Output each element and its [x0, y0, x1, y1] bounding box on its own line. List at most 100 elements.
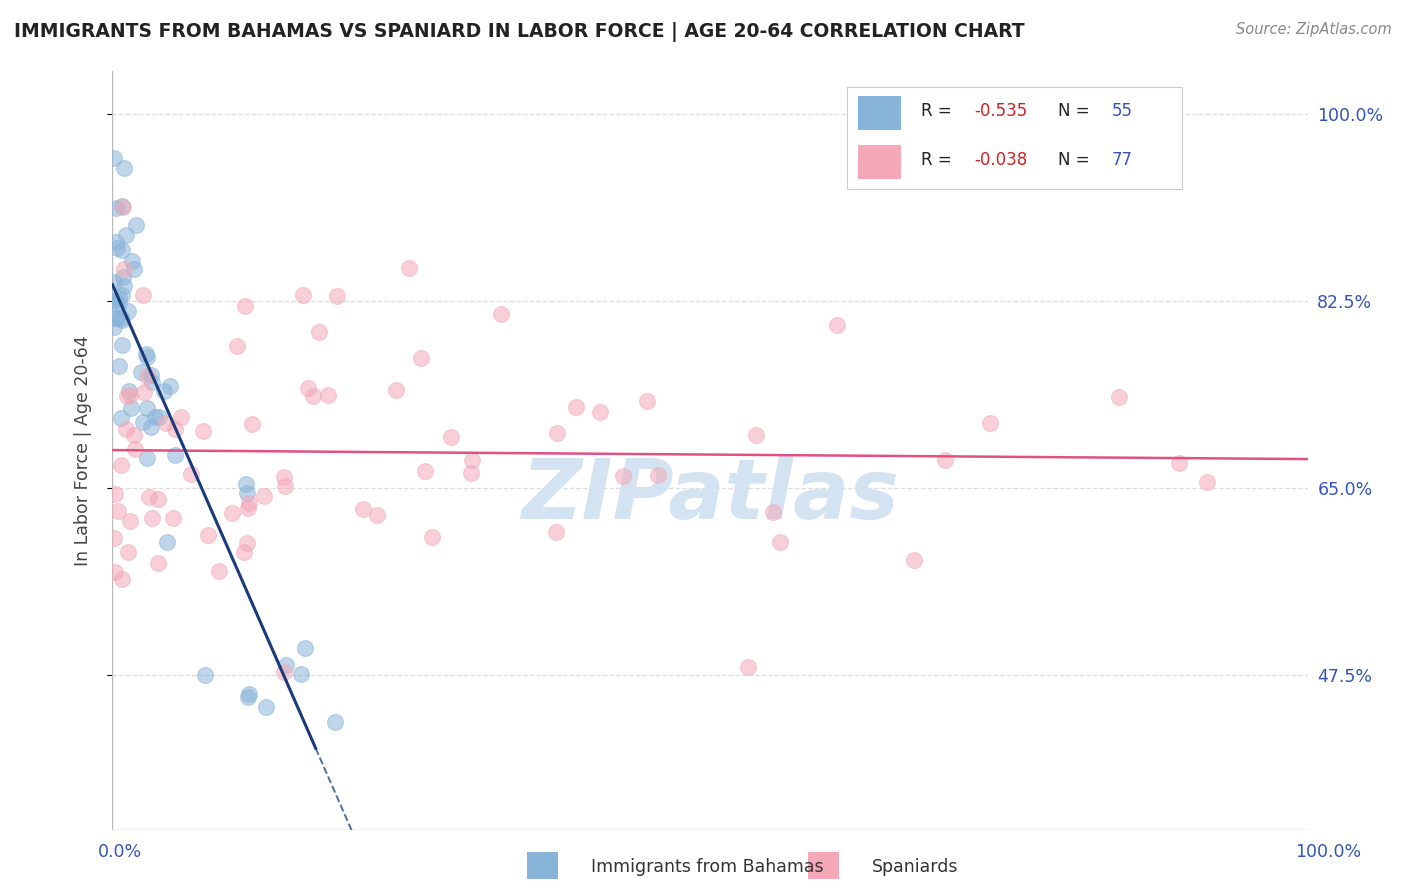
Point	[105, 241, 128, 255]
Point	[103, 151, 125, 165]
Point	[191, 425, 214, 439]
Point	[118, 514, 141, 528]
Point	[292, 287, 315, 301]
Point	[121, 254, 143, 268]
Point	[762, 505, 785, 519]
Point	[117, 304, 139, 318]
Point	[159, 379, 181, 393]
Point	[233, 300, 256, 314]
Point	[125, 218, 148, 232]
Point	[366, 508, 388, 523]
Point	[461, 453, 484, 467]
Text: Spaniards: Spaniards	[872, 858, 959, 876]
Point	[385, 383, 408, 397]
Y-axis label: In Labor Force | Age 20-64: In Labor Force | Age 20-64	[73, 335, 91, 566]
Point	[118, 384, 141, 398]
Point	[180, 467, 202, 481]
Point	[460, 466, 482, 480]
Point	[636, 394, 658, 409]
Point	[235, 476, 257, 491]
Point	[124, 442, 146, 456]
Point	[1168, 456, 1191, 470]
Point	[118, 388, 141, 402]
Point	[141, 510, 163, 524]
Point	[103, 310, 125, 325]
Point	[290, 667, 312, 681]
Point	[413, 464, 436, 478]
Point	[489, 307, 512, 321]
Point	[110, 410, 132, 425]
Point	[253, 490, 276, 504]
Point	[155, 416, 177, 430]
Point	[104, 565, 127, 579]
Text: 100.0%: 100.0%	[1295, 843, 1362, 861]
Point	[148, 492, 170, 507]
Point	[1197, 475, 1219, 489]
Point	[136, 401, 159, 416]
Point	[141, 375, 163, 389]
Point	[236, 501, 259, 516]
Point	[110, 337, 132, 351]
Point	[236, 535, 259, 549]
Point	[146, 556, 169, 570]
Point	[225, 339, 247, 353]
Point	[108, 359, 131, 374]
Point	[323, 715, 346, 730]
Point	[129, 366, 152, 380]
Point	[110, 310, 132, 325]
Point	[254, 700, 277, 714]
Point	[238, 687, 260, 701]
Point	[903, 552, 925, 566]
Point	[326, 289, 349, 303]
Point	[737, 660, 759, 674]
Point	[197, 528, 219, 542]
Point	[156, 535, 179, 549]
Point	[108, 291, 131, 305]
Point	[112, 161, 135, 176]
Point	[114, 228, 136, 243]
Point	[170, 410, 193, 425]
Point	[589, 404, 612, 418]
Point	[103, 531, 125, 545]
Point	[352, 502, 374, 516]
Point	[135, 350, 157, 364]
Point	[221, 506, 243, 520]
Point	[294, 641, 316, 656]
Point	[163, 448, 186, 462]
Point	[1108, 390, 1130, 404]
Point	[297, 381, 319, 395]
Point	[105, 311, 128, 326]
Point	[440, 430, 463, 444]
Point	[138, 491, 160, 505]
Point	[104, 201, 127, 215]
Point	[107, 504, 129, 518]
Point	[934, 453, 956, 467]
Point	[273, 665, 295, 679]
Point	[194, 668, 217, 682]
Point	[240, 417, 263, 431]
Point	[612, 469, 634, 483]
Point	[132, 415, 155, 429]
Point	[565, 400, 588, 414]
Point	[236, 690, 259, 705]
Point	[546, 425, 568, 440]
Point	[745, 427, 768, 442]
Point	[104, 235, 127, 249]
Point	[162, 511, 184, 525]
Point	[115, 388, 138, 402]
Point	[274, 657, 297, 672]
Point	[148, 410, 170, 425]
Point	[103, 275, 125, 289]
Point	[316, 388, 339, 402]
Point	[104, 487, 127, 501]
Point	[273, 478, 295, 492]
Point	[132, 287, 155, 301]
Point	[120, 401, 142, 415]
Point	[117, 545, 139, 559]
Point	[103, 293, 125, 307]
Point	[235, 486, 257, 500]
Point	[769, 535, 792, 549]
Point	[112, 200, 135, 214]
Point	[108, 296, 131, 310]
Point	[103, 319, 125, 334]
